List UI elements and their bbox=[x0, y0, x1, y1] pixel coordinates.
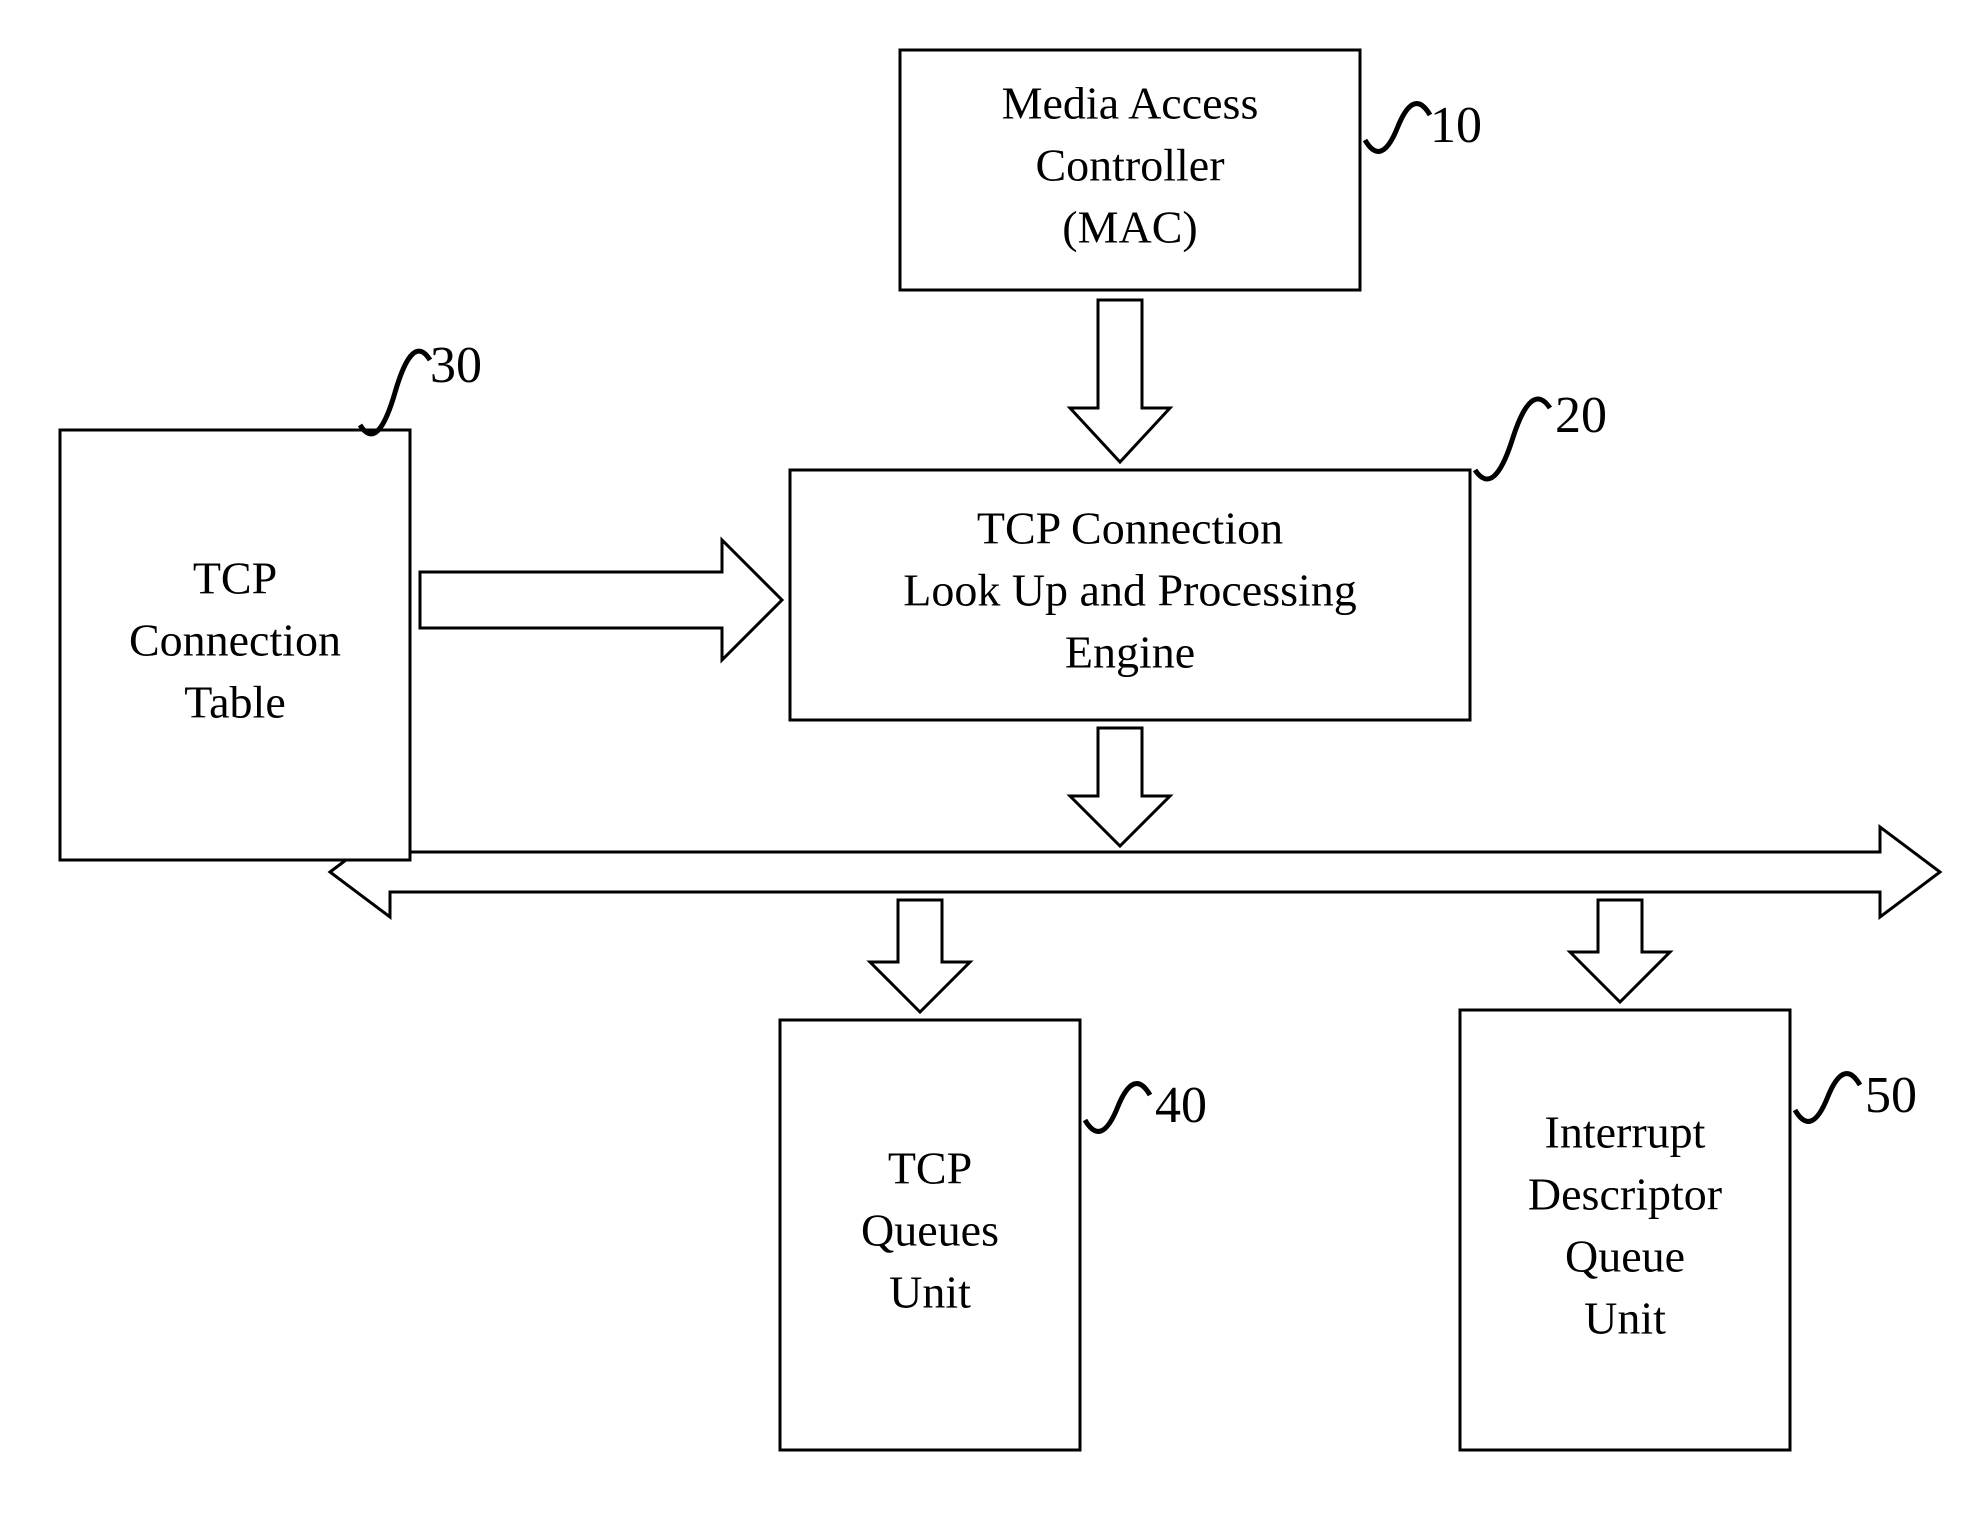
ref-label-engine: 20 bbox=[1555, 387, 1607, 444]
box-idq-label-line-1: Descriptor bbox=[1528, 1169, 1722, 1220]
box-mac-label-line-2: (MAC) bbox=[1062, 202, 1197, 253]
box-engine-label-line-2: Engine bbox=[1065, 627, 1195, 678]
box-queues-label-line-0: TCP bbox=[888, 1142, 972, 1193]
box-queues-label-line-1: Queues bbox=[861, 1205, 999, 1256]
ref-label-mac: 10 bbox=[1430, 97, 1482, 154]
arrow-mac_to_engine bbox=[1070, 300, 1170, 462]
box-idq-label-line-0: Interrupt bbox=[1545, 1106, 1706, 1157]
arrow-bus_to_queues bbox=[870, 900, 970, 1012]
arrow-bus_to_idq bbox=[1570, 900, 1670, 1002]
squiggle-queues bbox=[1085, 1084, 1150, 1132]
squiggle-engine bbox=[1475, 399, 1550, 479]
box-engine-label-line-1: Look Up and Processing bbox=[903, 565, 1357, 616]
squiggle-mac bbox=[1365, 104, 1430, 152]
box-idq-label-line-3: Unit bbox=[1584, 1293, 1666, 1344]
squiggle-table bbox=[360, 351, 430, 434]
arrow-table_to_engine bbox=[420, 540, 782, 660]
ref-label-queues: 40 bbox=[1155, 1077, 1207, 1134]
box-engine-label-line-0: TCP Connection bbox=[977, 502, 1283, 553]
ref-label-idq: 50 bbox=[1865, 1067, 1917, 1124]
squiggle-idq bbox=[1795, 1074, 1860, 1122]
box-mac-label-line-0: Media Access bbox=[1002, 77, 1259, 128]
box-mac-label-line-1: Controller bbox=[1035, 140, 1224, 191]
box-table-label-line-0: TCP bbox=[193, 552, 277, 603]
arrow-bus bbox=[330, 827, 1940, 917]
box-table-label-line-2: Table bbox=[184, 677, 286, 728]
box-queues-label-line-2: Unit bbox=[889, 1267, 971, 1318]
ref-label-table: 30 bbox=[430, 337, 482, 394]
box-idq-label-line-2: Queue bbox=[1565, 1231, 1685, 1282]
arrow-engine_to_bus bbox=[1070, 728, 1170, 846]
box-table-label-line-1: Connection bbox=[129, 615, 341, 666]
